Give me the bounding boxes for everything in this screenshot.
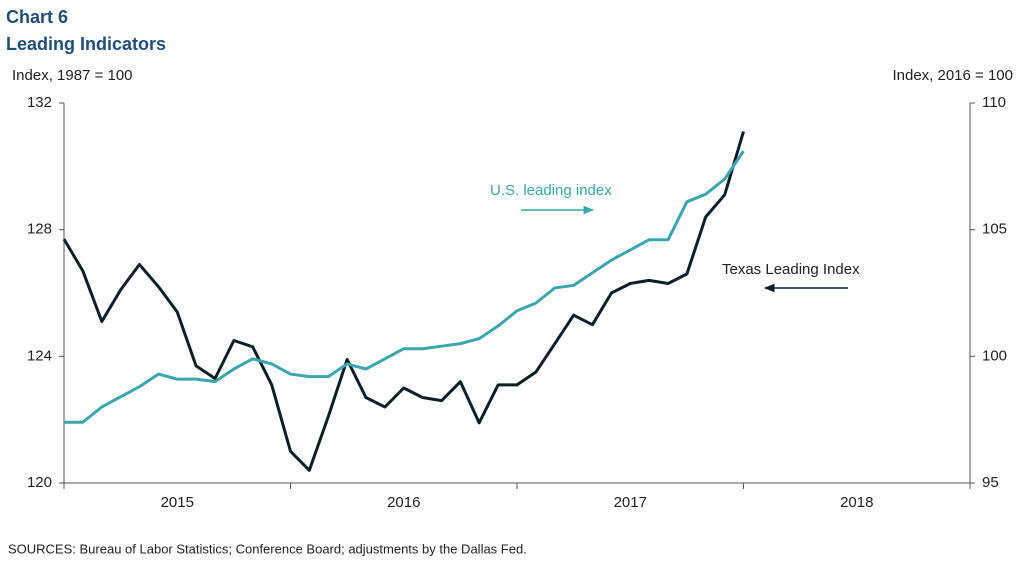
y-axis-label: Index, 1987 = 100 (12, 67, 133, 84)
series-line (64, 150, 745, 424)
x-tick-label: 2018 (840, 494, 873, 511)
y2-tick-label: 105 (982, 221, 1007, 238)
y2-tick-label: 95 (982, 474, 999, 491)
series-line (62, 131, 745, 472)
y-tick-label: 132 (27, 94, 52, 111)
annotation: U.S. leading index (490, 182, 612, 199)
chart-title: Chart 6 (6, 7, 68, 27)
y-tick-label: 128 (27, 221, 52, 238)
x-tick-label: 2017 (614, 494, 647, 511)
annotation: Texas Leading Index (722, 261, 860, 278)
x-tick-label: 2016 (387, 494, 420, 511)
y2-axis-label: Index, 2016 = 100 (892, 67, 1013, 84)
y2-tick-label: 110 (982, 94, 1006, 111)
chart-subtitle: Leading Indicators (6, 34, 166, 54)
x-tick-label: 2015 (161, 494, 194, 511)
y2-tick-label: 100 (982, 347, 1007, 364)
source-note: SOURCES: Bureau of Labor Statistics; Con… (8, 541, 527, 556)
y-tick-label: 124 (27, 347, 52, 364)
y-tick-label: 120 (27, 474, 52, 491)
